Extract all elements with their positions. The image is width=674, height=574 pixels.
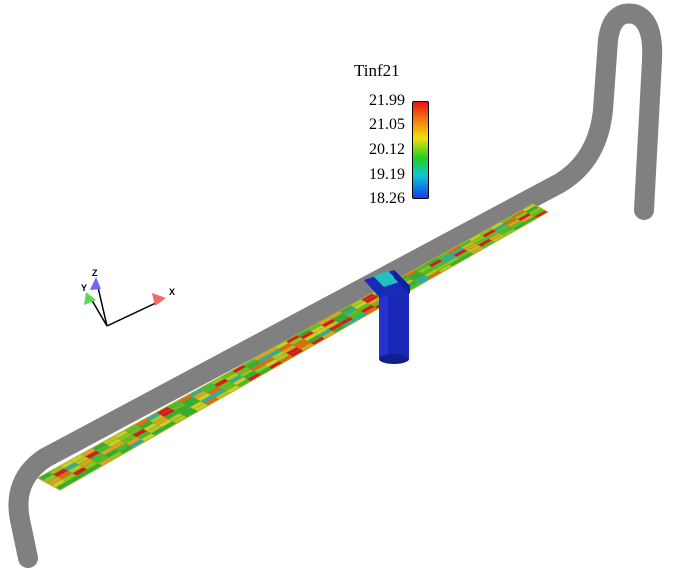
legend-tick-min: 18.26 <box>369 190 405 207</box>
legend-tick: 19.19 <box>369 166 405 183</box>
riser-cylinder <box>379 285 409 364</box>
legend-colorbar <box>412 101 429 199</box>
tee-block <box>364 270 410 298</box>
legend-tick: 20.12 <box>369 141 405 158</box>
panel-outline <box>36 203 550 491</box>
x-axis-label: X <box>169 287 176 297</box>
x-axis-cone <box>152 293 166 306</box>
y-axis-cone <box>84 292 96 305</box>
y-axis-label: Y <box>81 283 88 293</box>
legend-title: Tinf21 <box>354 61 400 80</box>
legend-tick-max: 21.99 <box>369 92 405 109</box>
axes-triad <box>84 277 166 327</box>
z-axis-cone <box>90 277 101 290</box>
heat-panel <box>36 203 550 491</box>
z-axis-label: Z <box>92 268 98 278</box>
legend-tick: 21.05 <box>369 116 405 133</box>
pipe-path <box>8 3 663 568</box>
